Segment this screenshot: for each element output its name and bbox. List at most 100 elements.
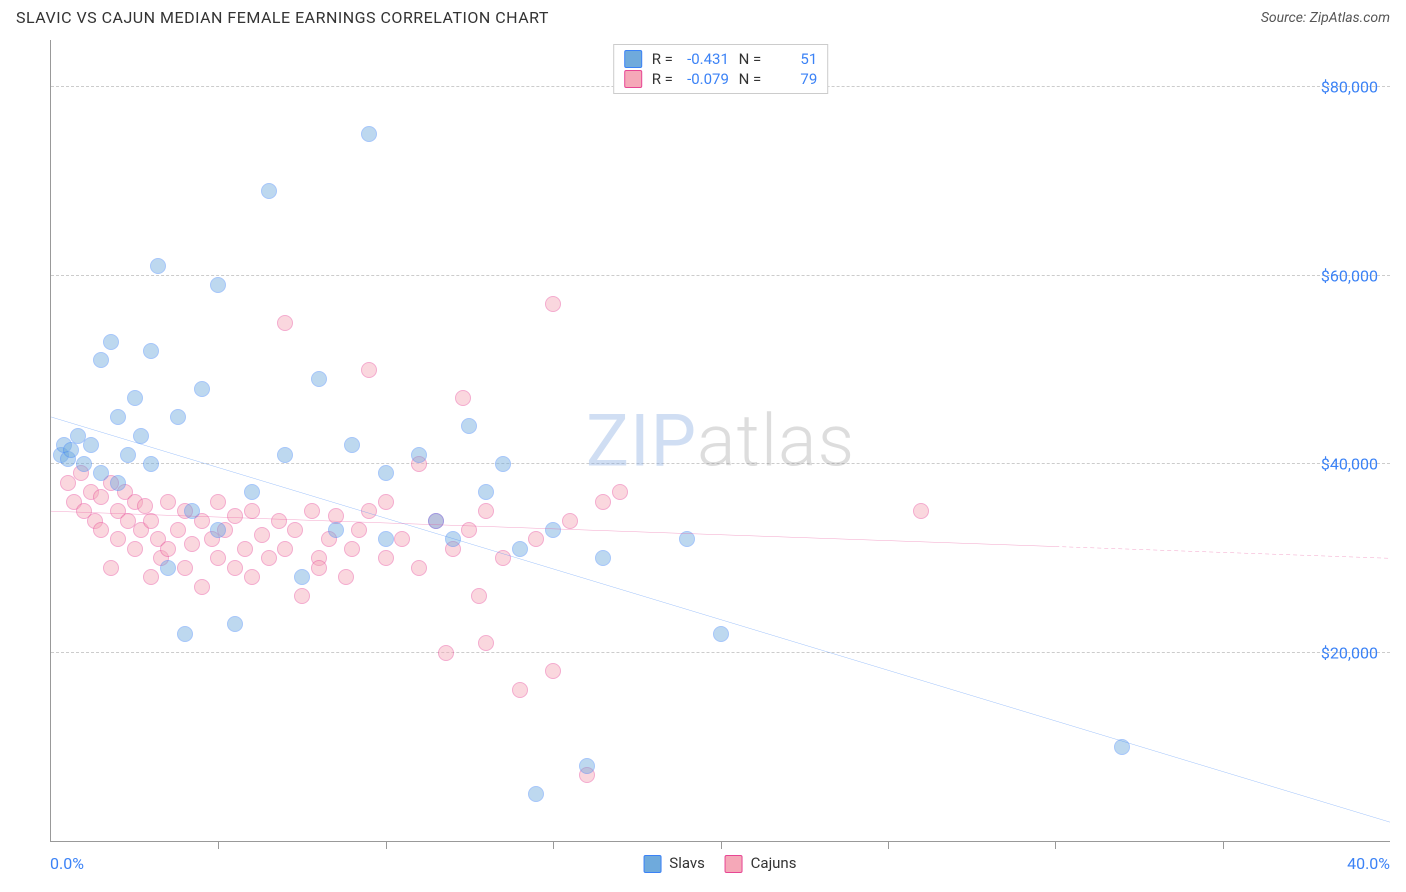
data-point-slav <box>378 465 394 481</box>
data-point-slav <box>177 626 193 642</box>
data-point-cajun <box>110 531 126 547</box>
data-point-slav <box>150 258 166 274</box>
data-point-slav <box>545 522 561 538</box>
data-point-slav <box>143 343 159 359</box>
data-point-slav <box>227 616 243 632</box>
regression-lines <box>51 40 1390 841</box>
data-point-slav <box>170 409 186 425</box>
gridline <box>51 463 1390 464</box>
chart-source: Source: ZipAtlas.com <box>1261 10 1390 26</box>
y-tick-label: $40,000 <box>1321 455 1378 474</box>
data-point-cajun <box>461 522 477 538</box>
data-point-cajun <box>455 390 471 406</box>
data-point-cajun <box>612 484 628 500</box>
data-point-cajun <box>495 550 511 566</box>
data-point-slav <box>579 758 595 774</box>
data-point-cajun <box>93 489 109 505</box>
chart-header: SLAVIC VS CAJUN MEDIAN FEMALE EARNINGS C… <box>0 0 1406 31</box>
data-point-cajun <box>471 588 487 604</box>
data-point-slav <box>133 428 149 444</box>
data-point-slav <box>1114 739 1130 755</box>
data-point-slav <box>184 503 200 519</box>
data-point-slav <box>160 560 176 576</box>
data-point-cajun <box>277 315 293 331</box>
data-point-slav <box>110 409 126 425</box>
plot-surface: $20,000$40,000$60,000$80,000 <box>51 40 1390 841</box>
data-point-cajun <box>177 560 193 576</box>
stats-n-slavs: 51 <box>767 50 817 68</box>
data-point-slav <box>210 522 226 538</box>
data-point-cajun <box>378 494 394 510</box>
data-point-cajun <box>545 663 561 679</box>
data-point-slav <box>512 541 528 557</box>
data-point-cajun <box>478 503 494 519</box>
data-point-slav <box>595 550 611 566</box>
stats-r-cajuns: -0.079 <box>679 70 729 88</box>
legend-item-slavs: Slavs <box>644 854 705 873</box>
data-point-cajun <box>103 560 119 576</box>
data-point-slav <box>361 126 377 142</box>
data-point-slav <box>378 531 394 547</box>
data-point-cajun <box>237 541 253 557</box>
data-point-cajun <box>361 503 377 519</box>
x-axis-footer: 0.0% 40.0% Slavs Cajuns <box>50 854 1390 874</box>
legend-item-cajuns: Cajuns <box>725 854 797 873</box>
chart-title: SLAVIC VS CAJUN MEDIAN FEMALE EARNINGS C… <box>16 8 549 27</box>
data-point-cajun <box>160 494 176 510</box>
y-tick-label: $60,000 <box>1321 266 1378 285</box>
data-point-slav <box>478 484 494 500</box>
data-point-slav <box>143 456 159 472</box>
data-point-cajun <box>210 550 226 566</box>
data-point-slav <box>210 277 226 293</box>
data-point-cajun <box>170 522 186 538</box>
gridline <box>51 275 1390 276</box>
x-tick <box>386 841 387 849</box>
data-point-cajun <box>478 635 494 651</box>
data-point-slav <box>194 381 210 397</box>
series-legend: Slavs Cajuns <box>644 854 797 873</box>
data-point-cajun <box>562 513 578 529</box>
x-tick <box>1223 841 1224 849</box>
stats-n-cajuns: 79 <box>767 70 817 88</box>
data-point-slav <box>328 522 344 538</box>
data-point-slav <box>63 442 79 458</box>
data-point-cajun <box>913 503 929 519</box>
data-point-slav <box>713 626 729 642</box>
data-point-cajun <box>311 560 327 576</box>
data-point-cajun <box>271 513 287 529</box>
data-point-cajun <box>143 513 159 529</box>
data-point-slav <box>110 475 126 491</box>
data-point-cajun <box>304 503 320 519</box>
data-point-slav <box>461 418 477 434</box>
data-point-cajun <box>277 541 293 557</box>
data-point-cajun <box>244 503 260 519</box>
data-point-cajun <box>143 569 159 585</box>
data-point-slav <box>411 447 427 463</box>
data-point-cajun <box>344 541 360 557</box>
chart-plot-area: Median Female Earnings ZIPatlas R = -0.4… <box>50 40 1390 842</box>
stats-row-slavs: R = -0.431 N = 51 <box>624 49 818 69</box>
data-point-slav <box>127 390 143 406</box>
data-point-slav <box>76 456 92 472</box>
gridline <box>51 652 1390 653</box>
data-point-slav <box>83 437 99 453</box>
data-point-cajun <box>378 550 394 566</box>
data-point-cajun <box>184 536 200 552</box>
data-point-slav <box>428 513 444 529</box>
legend-label-cajuns: Cajuns <box>751 854 797 872</box>
data-point-slav <box>261 183 277 199</box>
data-point-cajun <box>254 527 270 543</box>
correlation-stats-box: R = -0.431 N = 51 R = -0.079 N = 79 <box>613 44 829 94</box>
data-point-cajun <box>361 362 377 378</box>
x-tick <box>553 841 554 849</box>
data-point-slav <box>93 352 109 368</box>
data-point-slav <box>445 531 461 547</box>
data-point-cajun <box>545 296 561 312</box>
data-point-cajun <box>160 541 176 557</box>
data-point-cajun <box>244 569 260 585</box>
legend-label-slavs: Slavs <box>669 854 705 872</box>
data-point-slav <box>294 569 310 585</box>
x-axis-max-label: 40.0% <box>1347 854 1390 873</box>
data-point-cajun <box>411 560 427 576</box>
data-point-cajun <box>210 494 226 510</box>
